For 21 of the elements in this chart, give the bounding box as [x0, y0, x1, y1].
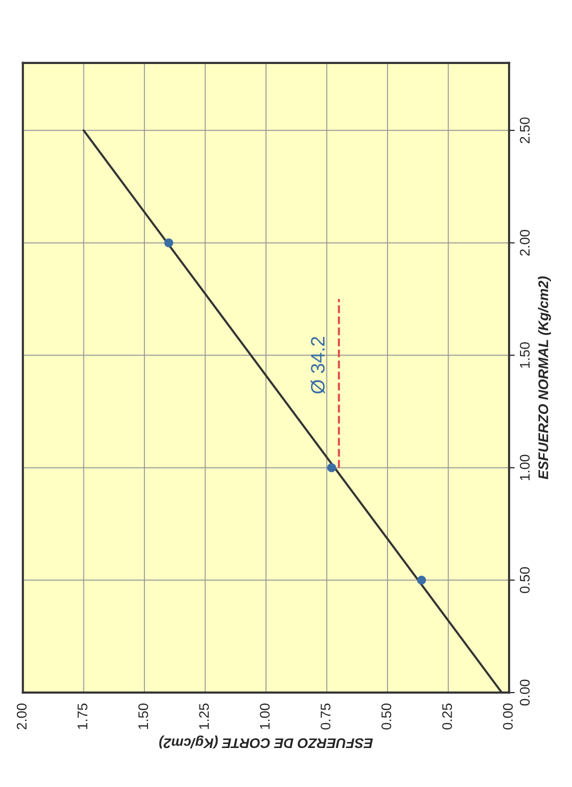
y-tick-label: 0.50: [520, 567, 530, 594]
x-tick-label: 0.25: [442, 704, 452, 730]
x-tick-label: 0.75: [320, 704, 330, 730]
x-axis-title: ESFUERZO DE CORTE (Kg/cm2): [159, 736, 373, 749]
x-tick-label: 1.50: [138, 704, 148, 729]
x-tick-label: 1.00: [260, 704, 270, 729]
x-tick-label: 1.25: [199, 704, 209, 729]
point: [164, 238, 174, 248]
point: [417, 576, 426, 585]
y-tick-label: 1.00: [520, 454, 530, 480]
x-tick-label: 0.50: [381, 704, 392, 730]
y-tick-label: 2.50: [520, 117, 530, 144]
y-axis-title: ESFUERZO NORMAL (Kg/cm2): [538, 276, 551, 480]
x-tick-label: 2.00: [16, 704, 27, 730]
y-tick-label: 1.50: [520, 342, 530, 368]
point: [327, 463, 336, 472]
x-tick-label: 0.00: [502, 704, 513, 730]
y-tick-label: 0.00: [520, 680, 530, 706]
x-tick-label: 1.75: [78, 704, 88, 729]
annotation: Ø 34.2: [310, 336, 325, 394]
y-tick-label: 2.00: [520, 230, 530, 256]
